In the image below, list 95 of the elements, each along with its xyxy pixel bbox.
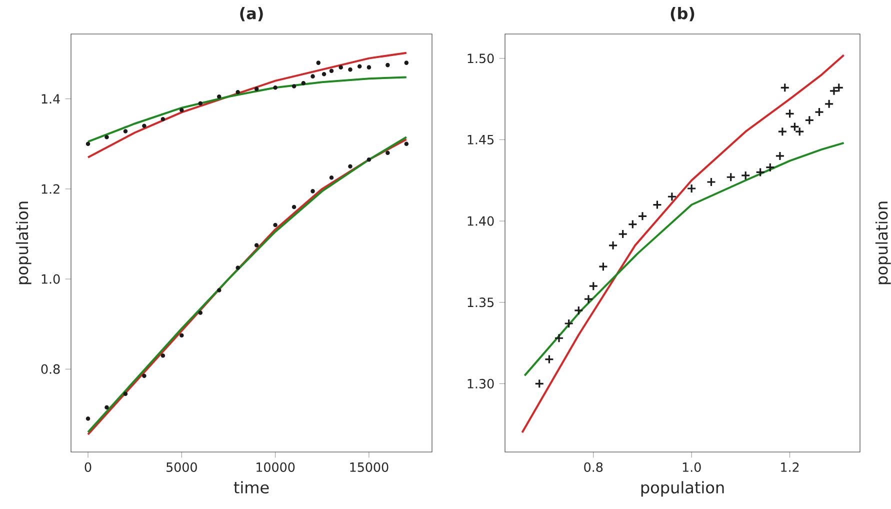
line-series: [524, 142, 845, 377]
point: [142, 374, 146, 378]
point: [534, 378, 544, 388]
y-tick-label: 1.50: [468, 54, 494, 64]
point: [756, 167, 766, 178]
point: [292, 204, 296, 210]
point: [544, 354, 554, 364]
point: [142, 124, 146, 128]
point: [829, 86, 839, 96]
y-tick-label: 1.30: [468, 378, 494, 388]
point: [254, 243, 259, 248]
point: [292, 84, 296, 88]
point: [584, 294, 594, 304]
point: [726, 172, 736, 182]
chart-title: (a): [240, 7, 263, 22]
point: [554, 333, 564, 343]
point: [740, 170, 750, 180]
y-tick-label: 1.35: [468, 298, 494, 308]
point: [123, 129, 128, 134]
point: [574, 306, 584, 316]
point: [198, 101, 203, 106]
point: [123, 392, 128, 396]
y-tick-label: 1.2: [42, 184, 60, 194]
x-tick-label: 0: [84, 462, 92, 472]
x-tick-label: 1.0: [682, 462, 701, 472]
point: [273, 85, 278, 90]
point: [667, 192, 677, 202]
point: [236, 90, 240, 94]
point: [652, 200, 662, 210]
line-series: [521, 54, 845, 434]
y-tick-label: 1.45: [468, 134, 494, 144]
x-tick-label: 0.8: [584, 462, 603, 472]
point: [301, 80, 306, 86]
point: [236, 266, 240, 270]
point: [598, 262, 608, 272]
point: [198, 310, 203, 315]
point: [824, 99, 834, 109]
point: [180, 333, 184, 338]
y-tick-label: 0.8: [41, 364, 60, 374]
line-series: [87, 52, 408, 158]
point: [160, 116, 166, 122]
point: [160, 353, 166, 358]
point: [366, 65, 372, 70]
point: [778, 126, 788, 136]
point: [834, 82, 844, 92]
point: [316, 60, 321, 65]
x-tick-label: 10000: [256, 462, 295, 472]
point: [310, 189, 315, 194]
point: [618, 229, 628, 239]
point: [638, 211, 648, 221]
point: [386, 62, 390, 68]
point: [404, 60, 409, 65]
chart-title: (b): [670, 7, 694, 22]
x-axis-title: population: [641, 481, 724, 497]
point: [180, 108, 184, 112]
point: [254, 86, 259, 92]
x-tick-label: 15000: [350, 462, 388, 472]
point: [686, 184, 696, 194]
point: [338, 65, 343, 70]
x-axis-title: time: [234, 481, 269, 494]
point: [348, 67, 352, 72]
point: [775, 151, 785, 161]
point: [310, 74, 315, 78]
point: [322, 72, 326, 76]
point: [814, 107, 824, 117]
point: [564, 318, 574, 328]
point: [86, 142, 90, 146]
x-tick-label: 5000: [166, 462, 197, 472]
point: [348, 164, 352, 169]
y-tick-label: 1.4: [42, 94, 60, 104]
point: [357, 64, 362, 69]
point: [588, 281, 598, 291]
point: [628, 219, 638, 230]
point: [765, 162, 775, 172]
y-tick-label: 1.40: [468, 216, 494, 226]
y-axis-title: population: [16, 202, 32, 284]
point: [273, 222, 278, 228]
point: [386, 150, 390, 156]
y-axis-title: population: [875, 202, 891, 284]
point: [86, 416, 90, 421]
point: [216, 288, 222, 292]
point: [780, 82, 790, 92]
point: [608, 240, 618, 250]
point: [404, 142, 409, 146]
y-tick-label: 1.0: [42, 274, 60, 284]
point: [216, 94, 222, 99]
point: [706, 177, 716, 187]
point: [329, 68, 334, 74]
point: [329, 176, 334, 180]
point: [804, 115, 814, 125]
point: [104, 134, 109, 140]
point: [366, 158, 372, 162]
point: [784, 108, 795, 118]
x-tick-label: 1.2: [781, 462, 799, 472]
point: [104, 405, 109, 410]
